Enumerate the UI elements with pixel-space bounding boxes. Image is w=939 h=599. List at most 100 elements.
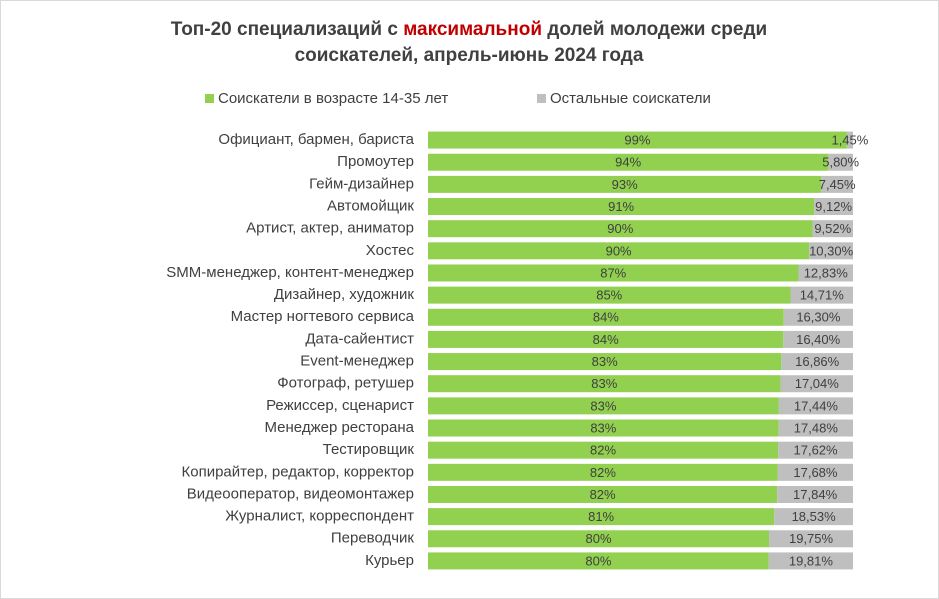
- bar-segment: [778, 397, 853, 415]
- data-label: 17,84%: [793, 487, 838, 502]
- title-highlight: максимальной: [403, 19, 542, 40]
- bar-segment: [777, 463, 853, 481]
- data-label: 10,30%: [809, 243, 854, 258]
- y-tick-label: Видеооператор, видеомонтажер: [187, 485, 414, 502]
- bar-segment: [780, 375, 853, 393]
- bar-segment: [769, 530, 853, 548]
- data-label: 17,62%: [794, 443, 839, 458]
- bar-segment: [783, 330, 853, 348]
- data-label: 17,44%: [794, 398, 839, 413]
- bar-segment: [428, 463, 778, 481]
- data-label: 19,75%: [789, 531, 834, 546]
- y-tick-label: Курьер: [365, 552, 414, 569]
- y-tick-label: Промоутер: [337, 153, 414, 170]
- bar-segment: [428, 552, 769, 570]
- bar-segment: [428, 286, 791, 304]
- bar-segment: [774, 508, 853, 526]
- data-label: 82%: [590, 487, 616, 502]
- data-label: 12,83%: [804, 265, 849, 280]
- bar-segment: [828, 153, 853, 171]
- bar-segment: [790, 286, 853, 304]
- legend-swatch: [205, 94, 214, 103]
- legend-label: Остальные соискатели: [550, 90, 711, 107]
- bar-segment: [814, 198, 853, 216]
- data-label: 17,04%: [795, 376, 840, 391]
- y-tick-label: Официант, бармен, бариста: [218, 131, 414, 148]
- y-tick-label: Event-менеджер: [300, 353, 414, 370]
- data-label: 16,40%: [796, 332, 841, 347]
- data-label: 94%: [615, 155, 641, 170]
- data-label: 91%: [608, 199, 634, 214]
- data-label: 16,30%: [796, 310, 841, 325]
- bar-segment: [428, 330, 784, 348]
- y-tick-label: Переводчик: [331, 530, 415, 547]
- data-label: 87%: [600, 265, 626, 280]
- y-tick-label: Мастер ногтевого сервиса: [231, 308, 415, 325]
- legend-label: Соискатели в возрасте 14-35 лет: [218, 90, 448, 107]
- data-label: 1,45%: [831, 133, 868, 148]
- y-tick-label: Артист, актер, аниматор: [246, 220, 414, 237]
- bar-segment: [428, 153, 829, 171]
- title-part: Топ-20 специализаций с: [171, 19, 403, 40]
- y-tick-label: Менеджер ресторана: [265, 419, 415, 436]
- data-label: 83%: [590, 398, 616, 413]
- data-label: 84%: [593, 332, 619, 347]
- bar-segment: [783, 308, 853, 326]
- data-label: 16,86%: [795, 354, 840, 369]
- bar-segment: [428, 530, 770, 548]
- data-label: 5,80%: [822, 155, 859, 170]
- y-tick-label: Копирайтер, редактор, корректор: [182, 463, 415, 480]
- data-label: 90%: [606, 243, 632, 258]
- data-label: 90%: [607, 221, 633, 236]
- bar-segment: [428, 308, 784, 326]
- data-label: 9,12%: [815, 199, 852, 214]
- chart-title: соискателей, апрель-июнь 2024 года: [295, 45, 644, 66]
- data-label: 81%: [588, 509, 614, 524]
- y-tick-label: Гейм-дизайнер: [309, 175, 414, 192]
- bar-segment: [428, 220, 813, 238]
- chart-title: Топ-20 специализаций с максимальной доле…: [171, 19, 767, 40]
- y-tick-label: Тестировщик: [323, 441, 415, 458]
- data-label: 84%: [593, 310, 619, 325]
- bar-segment: [428, 242, 810, 260]
- data-label: 83%: [592, 354, 618, 369]
- y-tick-label: Режиссер, сценарист: [266, 397, 414, 414]
- legend-swatch: [537, 94, 546, 103]
- data-label: 17,48%: [794, 420, 839, 435]
- data-label: 80%: [585, 553, 611, 568]
- y-tick-label: Дата-сайентист: [305, 330, 414, 347]
- bar-segment: [428, 508, 775, 526]
- data-label: 19,81%: [789, 553, 834, 568]
- bar-segment: [812, 220, 853, 238]
- bar-segment: [428, 198, 815, 216]
- data-label: 85%: [596, 288, 622, 303]
- y-tick-label: Автомойщик: [327, 197, 414, 214]
- bar-segment: [428, 441, 779, 459]
- bar-segment: [428, 375, 781, 393]
- bar-segment: [428, 264, 799, 282]
- data-label: 99%: [624, 133, 650, 148]
- title-part: долей молодежи среди: [542, 19, 767, 40]
- bar-segment: [428, 353, 782, 371]
- bar-segment: [428, 175, 822, 193]
- y-tick-label: Хостес: [366, 242, 415, 259]
- bar-segment: [428, 419, 779, 437]
- bar-segment: [768, 552, 853, 570]
- bar-segment: [777, 485, 853, 503]
- bar-segment: [428, 397, 779, 415]
- y-tick-label: Фотограф, ретушер: [277, 375, 414, 392]
- y-tick-label: Журналист, корреспондент: [225, 508, 414, 525]
- data-label: 82%: [590, 443, 616, 458]
- y-tick-label: Дизайнер, художник: [274, 286, 415, 303]
- data-label: 17,68%: [793, 465, 838, 480]
- bar-segment: [781, 353, 853, 371]
- data-label: 83%: [590, 420, 616, 435]
- bar-segment: [778, 441, 853, 459]
- bar-segment: [798, 264, 853, 282]
- bar-segment: [778, 419, 853, 437]
- data-label: 93%: [612, 177, 638, 192]
- bar-segment: [428, 131, 847, 149]
- bar-segment: [846, 131, 853, 149]
- bar-segment: [428, 485, 778, 503]
